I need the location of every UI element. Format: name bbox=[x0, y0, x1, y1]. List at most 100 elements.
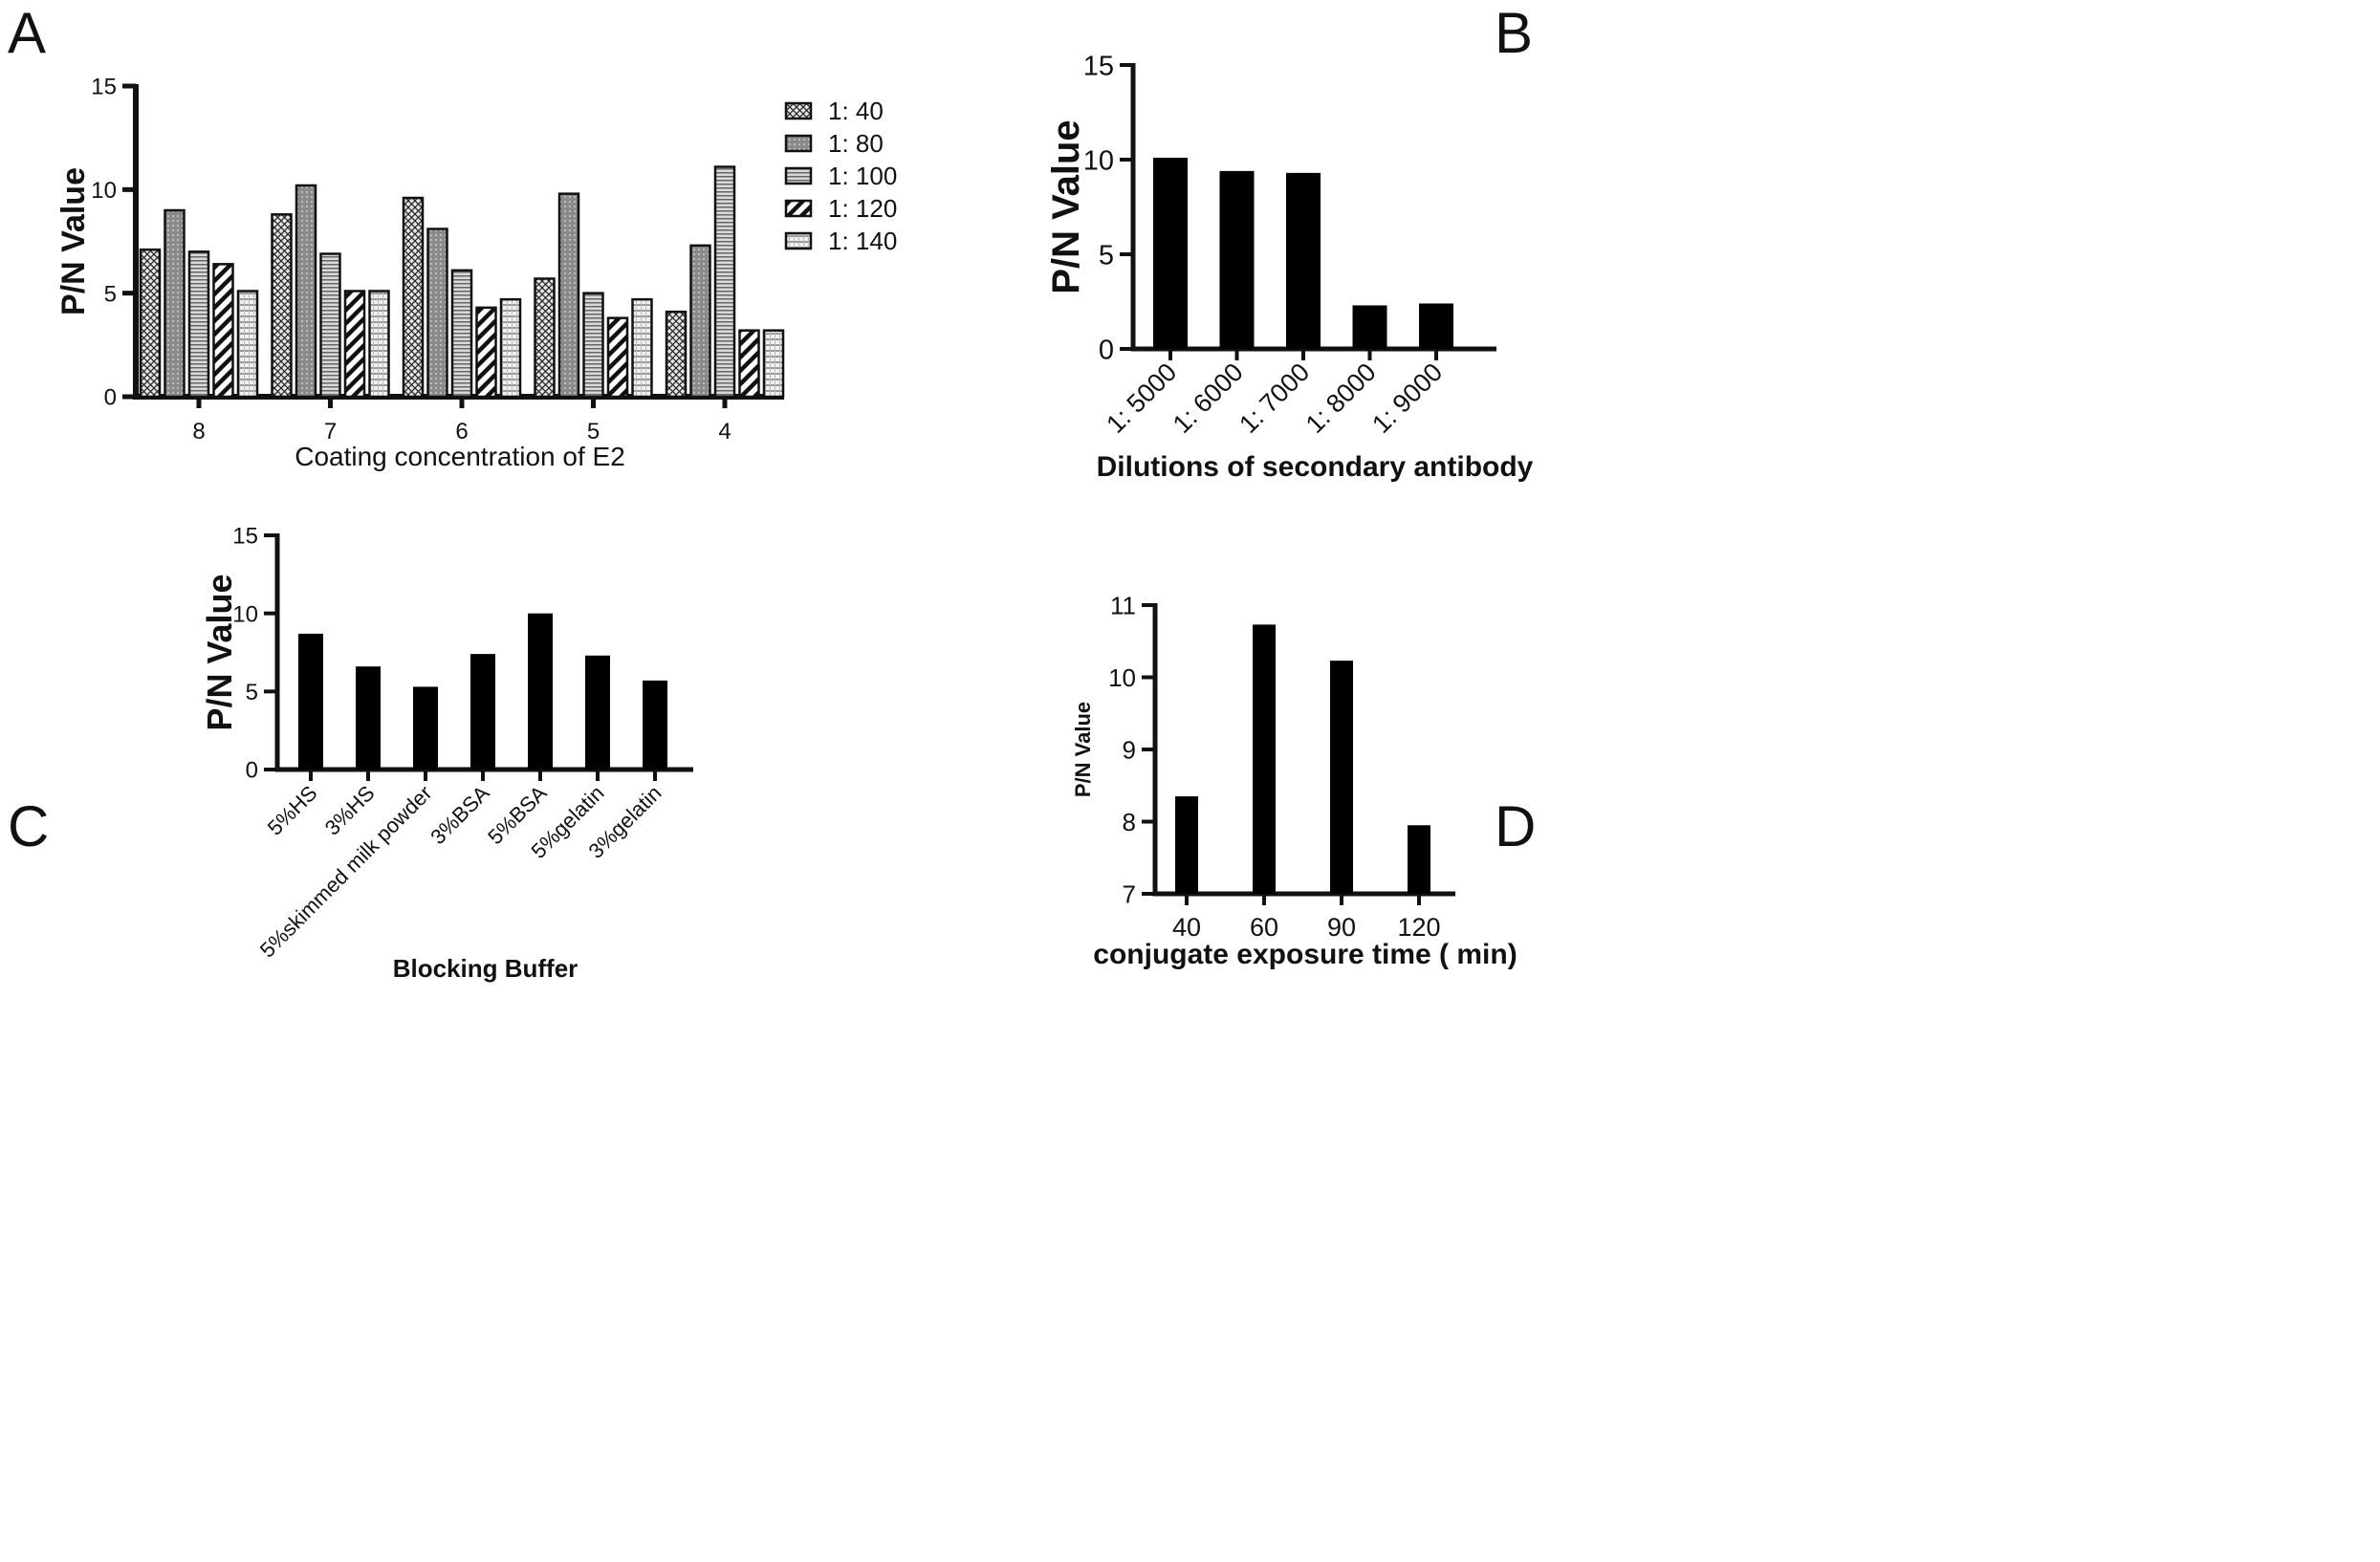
y-tick-label: 15 bbox=[232, 524, 258, 550]
bar bbox=[738, 329, 760, 399]
y-tick-label: 9 bbox=[1123, 735, 1136, 764]
bar bbox=[585, 655, 610, 770]
y-tick-label: 15 bbox=[91, 75, 117, 100]
bar bbox=[528, 613, 553, 770]
x-tick-label: 8 bbox=[192, 419, 205, 445]
y-axis-title: P/N Value bbox=[1045, 119, 1087, 293]
y-tick-label: 0 bbox=[104, 385, 117, 411]
y-tick-label: 11 bbox=[1110, 591, 1136, 619]
legend-label: 1: 120 bbox=[828, 194, 897, 223]
x-tick-label: 120 bbox=[1397, 913, 1440, 942]
x-tick-label: 1: 7000 bbox=[1234, 358, 1315, 439]
bar bbox=[582, 292, 604, 399]
bar bbox=[426, 228, 448, 399]
legend-swatch bbox=[784, 199, 813, 218]
panel-b-chart: 0 5 10 15 P/N Value Dilutions of secondary an… bbox=[1045, 51, 1534, 483]
y-tick-label: 0 bbox=[1099, 335, 1114, 365]
y-axis-title: P/N Value bbox=[1071, 702, 1095, 797]
y-tick-label: 5 bbox=[246, 680, 258, 705]
x-axis-title: Dilutions of secondary antibody bbox=[1097, 451, 1534, 483]
y-tick-label: 10 bbox=[91, 178, 117, 204]
x-tick-label: 3%BSA bbox=[426, 781, 494, 850]
panel-a-chart: 0 5 10 15 P/N Value Coating concentration of … bbox=[55, 75, 897, 471]
y-tick-label: 15 bbox=[1083, 51, 1114, 81]
bar bbox=[343, 290, 366, 399]
x-tick-label: 1: 6000 bbox=[1168, 358, 1249, 439]
x-tick-label: 90 bbox=[1327, 913, 1356, 942]
panel-label-c: C bbox=[8, 794, 49, 858]
x-tick-label: 40 bbox=[1172, 913, 1201, 942]
bar bbox=[665, 310, 688, 399]
bar bbox=[1352, 305, 1387, 349]
x-tick-label: 1: 9000 bbox=[1366, 358, 1448, 439]
bar bbox=[212, 263, 234, 399]
bar bbox=[475, 306, 497, 399]
bar bbox=[356, 666, 381, 770]
x-tick-label: 6 bbox=[455, 419, 468, 445]
y-tick-label: 10 bbox=[1108, 663, 1136, 692]
bar bbox=[1408, 825, 1430, 894]
x-tick-label: 5 bbox=[587, 419, 600, 445]
bar bbox=[450, 269, 473, 399]
x-axis-title: Blocking Buffer bbox=[393, 954, 579, 983]
bar bbox=[689, 244, 711, 399]
bar bbox=[164, 208, 186, 399]
y-tick-label: 5 bbox=[1099, 240, 1114, 271]
bar bbox=[557, 192, 580, 399]
bar bbox=[402, 196, 425, 399]
x-tick-label: 7 bbox=[324, 419, 337, 445]
legend-label: 1: 140 bbox=[828, 227, 897, 255]
y-tick-label: 10 bbox=[1083, 145, 1114, 176]
bar bbox=[1175, 796, 1198, 894]
bar bbox=[1253, 624, 1276, 894]
bar bbox=[1219, 170, 1255, 349]
bar bbox=[319, 252, 341, 399]
legend-swatch bbox=[784, 101, 813, 120]
bar bbox=[713, 165, 736, 399]
bar bbox=[1330, 661, 1353, 894]
bar bbox=[271, 213, 293, 399]
panel-label-b: B bbox=[1495, 1, 1533, 65]
y-tick-label: 0 bbox=[246, 758, 258, 784]
x-tick-label: 4 bbox=[718, 419, 731, 445]
panel-label-a: A bbox=[8, 1, 46, 65]
y-axis-title: P/N Value bbox=[200, 574, 239, 730]
x-tick-label: 1: 8000 bbox=[1300, 358, 1382, 439]
bar bbox=[762, 329, 785, 399]
bar bbox=[1419, 303, 1453, 349]
bar bbox=[470, 654, 495, 770]
x-tick-label: 60 bbox=[1250, 913, 1278, 942]
legend-label: 1: 80 bbox=[828, 129, 884, 158]
y-tick-label: 5 bbox=[104, 281, 117, 307]
x-tick-label: 5%HS bbox=[263, 781, 322, 840]
x-tick-label: 1: 5000 bbox=[1101, 358, 1182, 439]
legend-swatch bbox=[784, 231, 813, 250]
y-tick-label: 10 bbox=[232, 601, 258, 627]
panel-d-chart: 7 8 9 10 11 P/N Value conjugate exposure time … bbox=[1071, 591, 1518, 970]
y-axis-title: P/N Value bbox=[55, 167, 92, 315]
panel-label-d: D bbox=[1495, 794, 1536, 858]
legend-label: 1: 40 bbox=[828, 97, 884, 125]
bar bbox=[187, 250, 210, 399]
legend-swatch bbox=[784, 166, 813, 185]
bar bbox=[1153, 158, 1188, 349]
y-tick-label: 7 bbox=[1123, 879, 1136, 908]
bar bbox=[1286, 172, 1321, 349]
bar bbox=[139, 248, 162, 399]
bar bbox=[631, 297, 653, 399]
bar bbox=[499, 297, 522, 399]
bar bbox=[368, 290, 390, 399]
bar bbox=[534, 277, 556, 399]
y-tick-label: 8 bbox=[1123, 808, 1136, 836]
legend-swatch bbox=[784, 134, 813, 153]
bar bbox=[413, 686, 438, 770]
bar bbox=[643, 680, 667, 770]
x-axis-title: Coating concentration of E2 bbox=[295, 442, 625, 471]
x-axis-title: conjugate exposure time ( min) bbox=[1093, 939, 1517, 970]
bar bbox=[295, 184, 317, 399]
bar bbox=[606, 316, 629, 399]
bar bbox=[236, 290, 259, 399]
bar bbox=[298, 633, 323, 770]
